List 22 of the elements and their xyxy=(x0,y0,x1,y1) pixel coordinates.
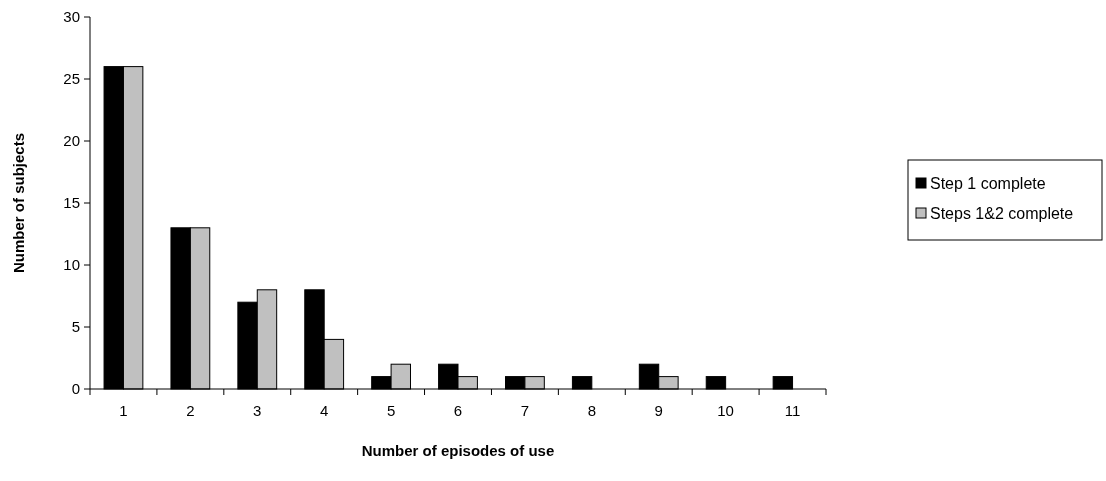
x-tick-label: 7 xyxy=(520,402,530,419)
y-tick-label: 25 xyxy=(63,70,80,88)
x-tick-label: 5 xyxy=(386,402,396,419)
y-tick-label: 10 xyxy=(63,256,80,274)
y-tick-label: 5 xyxy=(71,318,80,336)
x-tick-label: 6 xyxy=(453,402,463,419)
x-axis-title: Number of episodes of use xyxy=(361,442,555,459)
x-tick-label: 4 xyxy=(320,402,329,419)
x-tick-label: 1 xyxy=(119,402,128,419)
legend-label: Steps 1&2 complete xyxy=(930,204,1074,222)
x-tick-label: 8 xyxy=(587,402,596,419)
y-tick-label: 15 xyxy=(63,194,80,212)
y-tick-label: 20 xyxy=(63,132,80,150)
x-tick-label: 3 xyxy=(253,402,262,419)
y-axis-title: Number of subjects xyxy=(10,132,27,274)
x-tick-label: 10 xyxy=(717,402,734,419)
legend-label: Step 1 complete xyxy=(930,174,1046,192)
x-tick-label: 2 xyxy=(186,402,195,419)
x-tick-label: 11 xyxy=(784,402,801,419)
x-tick-label: 9 xyxy=(654,402,663,419)
y-tick-label: 30 xyxy=(63,8,80,26)
y-tick-label: 0 xyxy=(71,380,80,398)
